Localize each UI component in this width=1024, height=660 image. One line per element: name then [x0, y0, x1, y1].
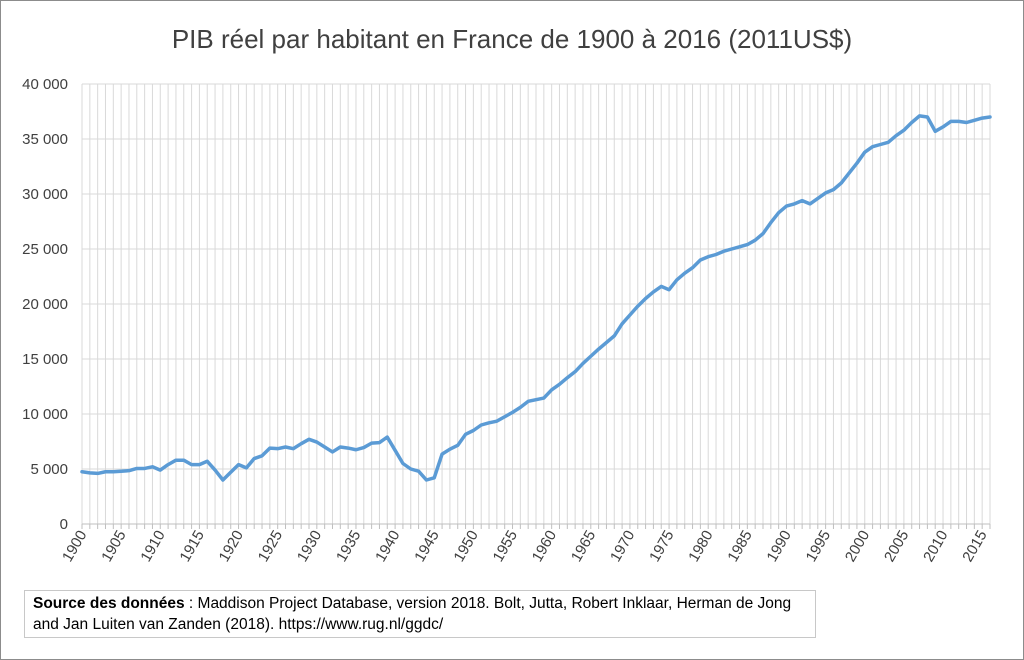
x-tick-label: 1915: [176, 528, 207, 565]
y-tick-label: 10 000: [22, 406, 68, 423]
line-chart: 0 5 000 10 000 15 000 20 000 25 000 30 000 35 0…: [22, 76, 992, 565]
x-tick-label: 1990: [764, 528, 795, 565]
y-tick-label: 40 000: [22, 76, 68, 93]
x-tick-label: 1980: [685, 528, 716, 565]
x-tick-label: 1935: [333, 528, 364, 565]
x-tick-label: 1910: [137, 528, 168, 565]
x-tick-label: 1940: [372, 528, 403, 565]
axes: [81, 523, 991, 529]
y-tick-label: 15 000: [22, 351, 68, 368]
x-tick-label: 1950: [450, 528, 481, 565]
source-note: Source des données : Maddison Project Da…: [24, 590, 816, 638]
x-tick-label: 2000: [842, 528, 873, 565]
source-label: Source des données: [33, 595, 185, 612]
x-tick-label: 1960: [529, 528, 560, 565]
x-tick-label: 1995: [803, 528, 834, 565]
y-tick-label: 0: [60, 516, 68, 533]
gridlines: [81, 83, 991, 524]
chart-title: PIB réel par habitant en France de 1900 …: [171, 24, 853, 54]
x-tick-label: 1930: [294, 528, 325, 565]
x-tick-label: 1900: [59, 528, 90, 565]
x-tick-label: 1925: [255, 528, 286, 565]
series-line: [80, 114, 992, 482]
x-tick-label: 1945: [411, 528, 442, 565]
source-text: : Maddison Project Database, version 201…: [33, 595, 792, 633]
x-tick-label: 1985: [724, 528, 755, 565]
x-tick-label: 2010: [920, 528, 951, 565]
y-tick-label: 35 000: [22, 131, 68, 148]
x-tick-label: 1920: [216, 528, 247, 565]
y-axis-tick-labels: 0 5 000 10 000 15 000 20 000 25 000 30 000 35 0…: [22, 76, 68, 533]
x-tick-label: 1955: [490, 528, 521, 565]
x-axis-tick-labels: 1900 1905 1910 1915 1920 1925 1930 1935 1940 1945…: [59, 528, 991, 565]
series-layer: [80, 114, 992, 482]
x-tick-label: 1970: [607, 528, 638, 565]
x-tick-label: 2015: [959, 528, 990, 565]
x-tick-label: 1965: [568, 528, 599, 565]
y-tick-label: 30 000: [22, 186, 68, 203]
x-tick-label: 1905: [98, 528, 129, 565]
y-tick-label: 25 000: [22, 241, 68, 258]
y-tick-label: 20 000: [22, 296, 68, 313]
x-tick-label: 1975: [646, 528, 677, 565]
x-tick-label: 2005: [881, 528, 912, 565]
y-tick-label: 5 000: [30, 461, 68, 478]
